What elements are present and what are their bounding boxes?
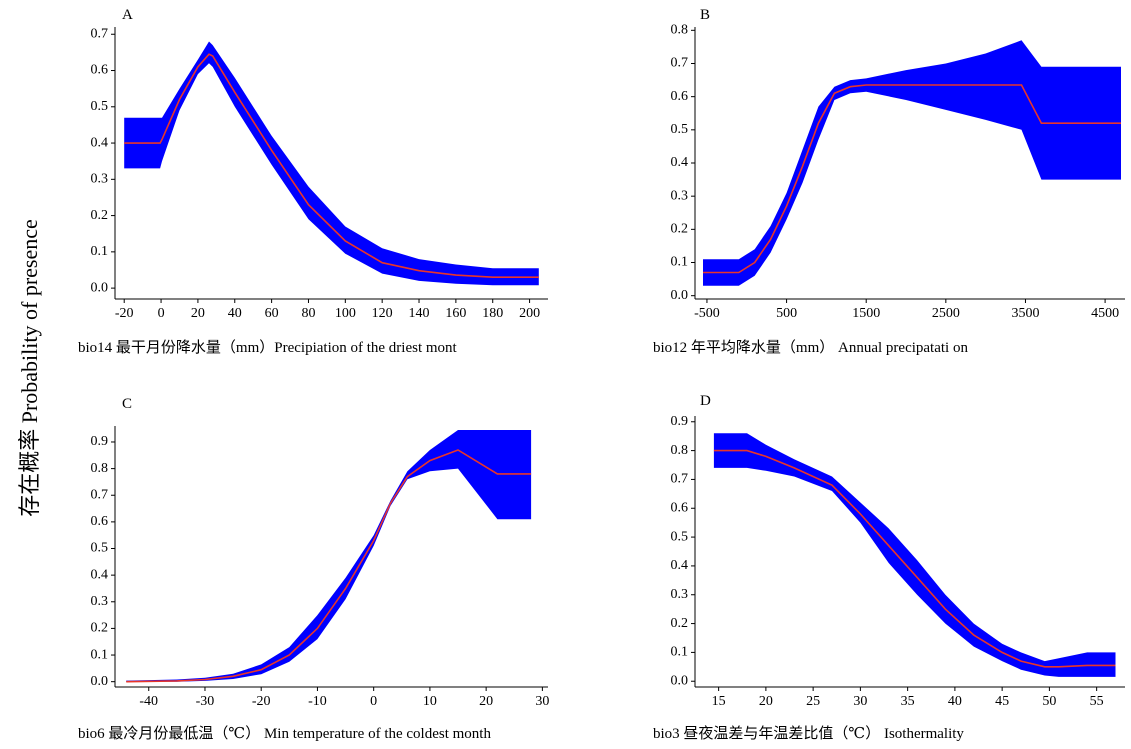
- x-tick-label: 10: [423, 694, 437, 709]
- x-tick-label: 2500: [932, 306, 960, 321]
- y-tick-label: 0.1: [671, 645, 689, 660]
- x-tick-label: 200: [519, 306, 540, 321]
- y-tick-label: 0.9: [91, 434, 109, 449]
- y-tick-label: 0.7: [671, 56, 689, 71]
- y-tick-label: 0.4: [91, 135, 109, 150]
- x-tick-label: 100: [335, 306, 356, 321]
- x-tick-label: 20: [191, 306, 205, 321]
- y-tick-label: 0.3: [91, 172, 109, 187]
- x-tick-label: 40: [948, 694, 962, 709]
- y-tick-label: 0.7: [671, 472, 689, 487]
- panel-letter-d: D: [700, 393, 711, 409]
- x-axis-label-b: bio12 年平均降水量（mm） Annual precipatati on: [653, 339, 968, 356]
- x-tick-label: 3500: [1011, 306, 1039, 321]
- panel-a: 0.0 0.1 0.2 0.3 0.4 0.5 0.6 0.7 -20 0 20 40 60 80 100 1…: [78, 7, 548, 356]
- confidence-band-a: [124, 41, 539, 286]
- panels: 0.00.10.20.30.40.50.60.7-20 0 20 40 60 80 100 1…: [78, 7, 1125, 742]
- x-tick-label: -20: [252, 694, 271, 709]
- y-tick-label: 0.8: [91, 461, 109, 476]
- y-tick-label: 0.0: [671, 288, 689, 303]
- y-tick-label: 0.8: [671, 23, 689, 38]
- y-tick-label: 0.4: [91, 567, 109, 582]
- y-tick-label: 0.1: [91, 647, 109, 662]
- x-tick-label: 80: [301, 306, 315, 321]
- y-tick-label: 0.6: [671, 500, 689, 515]
- x-tick-label: -30: [196, 694, 215, 709]
- y-tick-label: 0.0: [91, 674, 109, 689]
- y-tick-label: 0.3: [671, 188, 689, 203]
- x-tick-label: 30: [535, 694, 549, 709]
- x-tick-label: 60: [265, 306, 279, 321]
- confidence-band-b: [703, 40, 1121, 286]
- y-tick-label: 0.0: [91, 280, 109, 295]
- y-tick-label: 0.2: [671, 616, 689, 631]
- mean-response-line-b: [703, 84, 1121, 274]
- y-tick-label: 0.6: [671, 89, 689, 104]
- y-tick-label: 0.5: [91, 541, 109, 556]
- x-tick-label: 25: [806, 694, 820, 709]
- x-tick-label: 140: [409, 306, 430, 321]
- y-tick-label: 0.5: [671, 122, 689, 137]
- y-tick-label: 0.2: [91, 621, 109, 636]
- y-tick-label: 0.6: [91, 63, 109, 78]
- panel-letter-c: C: [122, 396, 132, 412]
- x-tick-label: 0: [158, 306, 165, 321]
- panel-d: 0.0 0.1 0.2 0.3 0.4 0.5 0.6 0.7 0.8 0.9 15 20 25 30 35…: [653, 393, 1125, 742]
- y-tick-label: 0.5: [671, 529, 689, 544]
- x-tick-label: 1500: [852, 306, 880, 321]
- x-axis-label-d: bio3 昼夜温差与年温差比值（℃） Isothermality: [653, 725, 964, 742]
- x-tick-label: 500: [776, 306, 797, 321]
- y-tick-label: 0.2: [671, 222, 689, 237]
- x-tick-label: 55: [1090, 694, 1104, 709]
- x-tick-label: 40: [228, 306, 242, 321]
- y-tick-label: 0.2: [91, 208, 109, 223]
- x-tick-label: 20: [759, 694, 773, 709]
- y-tick-label: 0.5: [91, 99, 109, 114]
- panel-b: 0.0 0.1 0.2 0.3 0.4 0.5 0.6 0.7 0.8 -500 500 1500 25…: [653, 7, 1125, 356]
- x-tick-label: 45: [995, 694, 1009, 709]
- x-tick-label: -500: [694, 306, 720, 321]
- y-tick-label: 0.9: [671, 414, 689, 429]
- y-tick-label: 0.0: [671, 673, 689, 688]
- y-tick-label: 0.4: [671, 558, 689, 573]
- y-tick-label: 0.1: [671, 255, 689, 270]
- x-axis-label-a: bio14 最干月份降水量（mm）Precipiation of the dri…: [78, 339, 458, 356]
- x-tick-label: 35: [901, 694, 915, 709]
- x-tick-label: -20: [115, 306, 134, 321]
- y-tick-label: 0.4: [671, 155, 689, 170]
- y-tick-label: 0.6: [91, 514, 109, 529]
- x-axis-label-c: bio6 最冷月份最低温（℃） Min temperature of the c…: [78, 725, 491, 742]
- x-tick-label: 120: [372, 306, 393, 321]
- x-tick-label: 30: [853, 694, 867, 709]
- y-tick-label: 0.3: [671, 587, 689, 602]
- x-tick-label: 15: [712, 694, 726, 709]
- x-tick-label: 4500: [1091, 306, 1119, 321]
- y-tick-label: 0.8: [671, 443, 689, 458]
- x-tick-label: 20: [479, 694, 493, 709]
- figure-y-axis-label: 存在概率 Probability of presence: [17, 219, 42, 517]
- mean-response-line-a: [124, 53, 539, 279]
- x-tick-label: 160: [445, 306, 466, 321]
- mean-response-line-c: [126, 449, 532, 683]
- x-tick-label: 50: [1042, 694, 1056, 709]
- mean-response-line-d: [713, 449, 1116, 668]
- panel-letter-b: B: [700, 7, 710, 23]
- y-tick-label: 0.1: [91, 244, 109, 259]
- y-tick-label: 0.3: [91, 594, 109, 609]
- y-tick-label: 0.7: [91, 26, 109, 41]
- x-tick-label: 0: [370, 694, 377, 709]
- x-tick-label: -10: [308, 694, 327, 709]
- confidence-band-d: [713, 433, 1116, 677]
- y-tick-label: 0.7: [91, 487, 109, 502]
- panel-c: 0.0 0.1 0.2 0.3 0.4 0.5 0.6 0.7 0.8 0.9 -40 -30 -20 -…: [78, 396, 549, 742]
- x-tick-label: 180: [482, 306, 503, 321]
- confidence-band-c: [126, 430, 532, 682]
- x-tick-label: -40: [139, 694, 158, 709]
- panel-letter-a: A: [122, 7, 133, 23]
